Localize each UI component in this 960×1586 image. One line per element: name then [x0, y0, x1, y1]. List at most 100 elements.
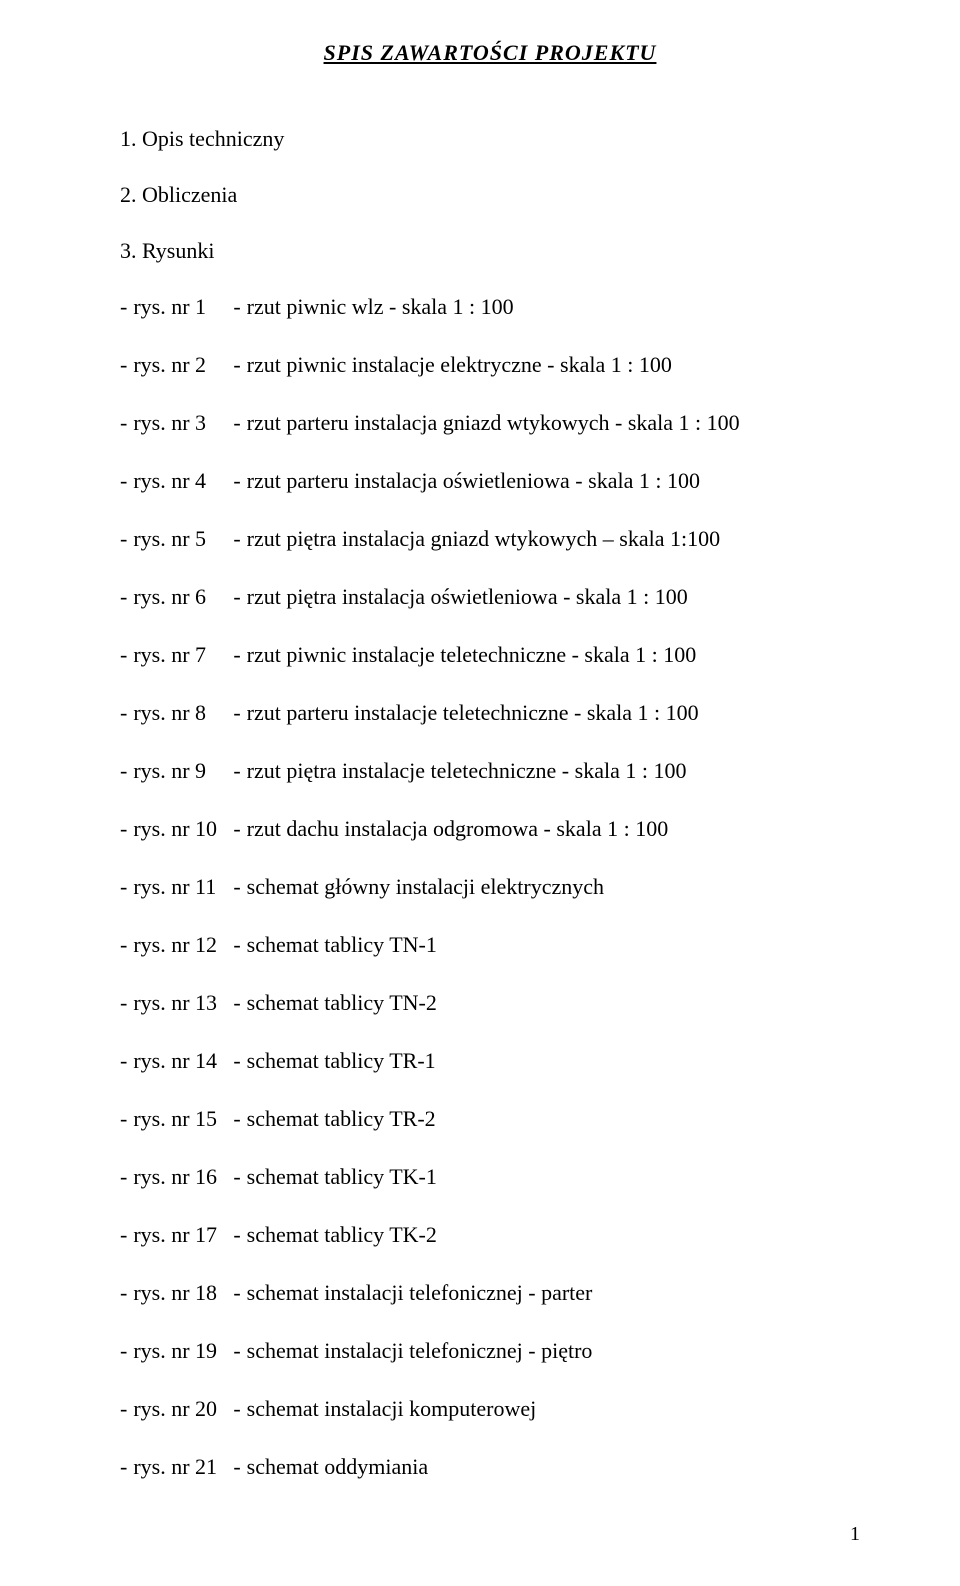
- list-desc: rzut piętra instalacja gniazd wtykowych …: [247, 526, 720, 552]
- list-desc: schemat instalacji telefonicznej - piętr…: [247, 1338, 593, 1364]
- dash-icon: -: [233, 1396, 240, 1422]
- dash-icon: -: [120, 352, 127, 378]
- list-key: rys. nr 3: [133, 410, 233, 436]
- dash-icon: -: [120, 1396, 127, 1422]
- dash-icon: -: [233, 294, 240, 320]
- document-title: SPIS ZAWARTOŚCI PROJEKTU: [120, 40, 860, 66]
- dash-icon: -: [233, 1454, 240, 1480]
- section-item: 2. Obliczenia: [120, 182, 860, 208]
- dash-icon: -: [120, 526, 127, 552]
- dash-icon: -: [233, 468, 240, 494]
- dash-icon: -: [120, 932, 127, 958]
- dash-icon: -: [233, 1164, 240, 1190]
- list-item: - rys. nr 13 - schemat tablicy TN-2: [120, 990, 860, 1016]
- list-item: - rys. nr 7 - rzut piwnic instalacje tel…: [120, 642, 860, 668]
- dash-icon: -: [233, 1222, 240, 1248]
- page-number: 1: [850, 1523, 860, 1546]
- list-desc: rzut parteru instalacja oświetleniowa - …: [247, 468, 700, 494]
- list-key: rys. nr 7: [133, 642, 233, 668]
- list-desc: schemat tablicy TN-2: [247, 990, 437, 1016]
- section-item: 3. Rysunki: [120, 238, 860, 264]
- dash-icon: -: [120, 1454, 127, 1480]
- list-key: rys. nr 20: [133, 1396, 233, 1422]
- dash-icon: -: [120, 990, 127, 1016]
- dash-icon: -: [120, 410, 127, 436]
- dash-icon: -: [120, 874, 127, 900]
- list-key: rys. nr 9: [133, 758, 233, 784]
- dash-icon: -: [233, 816, 240, 842]
- dash-icon: -: [233, 758, 240, 784]
- list-item: - rys. nr 4 - rzut parteru instalacja oś…: [120, 468, 860, 494]
- list-desc: schemat instalacji telefonicznej - parte…: [247, 1280, 593, 1306]
- dash-icon: -: [233, 1338, 240, 1364]
- dash-icon: -: [120, 758, 127, 784]
- list-item: - rys. nr 16 - schemat tablicy TK-1: [120, 1164, 860, 1190]
- dash-icon: -: [233, 700, 240, 726]
- list-key: rys. nr 18: [133, 1280, 233, 1306]
- dash-icon: -: [120, 1106, 127, 1132]
- list-desc: schemat oddymiania: [247, 1454, 428, 1480]
- dash-icon: -: [120, 1338, 127, 1364]
- list-item: - rys. nr 10 - rzut dachu instalacja odg…: [120, 816, 860, 842]
- dash-icon: -: [120, 700, 127, 726]
- drawings-list: - rys. nr 1 - rzut piwnic wlz - skala 1 …: [120, 294, 860, 1480]
- list-item: - rys. nr 14 - schemat tablicy TR-1: [120, 1048, 860, 1074]
- list-desc: rzut piętra instalacje teletechniczne - …: [247, 758, 687, 784]
- dash-icon: -: [120, 1222, 127, 1248]
- list-desc: schemat tablicy TK-1: [247, 1164, 437, 1190]
- list-desc: schemat tablicy TN-1: [247, 932, 437, 958]
- dash-icon: -: [120, 1048, 127, 1074]
- list-desc: rzut piwnic instalacje elektryczne - ska…: [247, 352, 672, 378]
- list-item: - rys. nr 1 - rzut piwnic wlz - skala 1 …: [120, 294, 860, 320]
- dash-icon: -: [233, 932, 240, 958]
- list-desc: rzut parteru instalacja gniazd wtykowych…: [247, 410, 740, 436]
- list-item: - rys. nr 21 - schemat oddymiania: [120, 1454, 860, 1480]
- list-key: rys. nr 1: [133, 294, 233, 320]
- dash-icon: -: [120, 642, 127, 668]
- list-item: - rys. nr 11 - schemat główny instalacji…: [120, 874, 860, 900]
- list-item: - rys. nr 15 - schemat tablicy TR-2: [120, 1106, 860, 1132]
- list-desc: schemat główny instalacji elektrycznych: [247, 874, 604, 900]
- dash-icon: -: [233, 642, 240, 668]
- list-item: - rys. nr 9 - rzut piętra instalacje tel…: [120, 758, 860, 784]
- list-desc: rzut parteru instalacje teletechniczne -…: [247, 700, 699, 726]
- list-key: rys. nr 16: [133, 1164, 233, 1190]
- list-key: rys. nr 21: [133, 1454, 233, 1480]
- list-desc: rzut piętra instalacja oświetleniowa - s…: [247, 584, 688, 610]
- dash-icon: -: [120, 1280, 127, 1306]
- dash-icon: -: [233, 990, 240, 1016]
- list-item: - rys. nr 20 - schemat instalacji komput…: [120, 1396, 860, 1422]
- dash-icon: -: [233, 526, 240, 552]
- list-key: rys. nr 11: [133, 874, 233, 900]
- list-item: - rys. nr 8 - rzut parteru instalacje te…: [120, 700, 860, 726]
- dash-icon: -: [233, 1048, 240, 1074]
- list-item: - rys. nr 5 - rzut piętra instalacja gni…: [120, 526, 860, 552]
- dash-icon: -: [120, 294, 127, 320]
- list-key: rys. nr 12: [133, 932, 233, 958]
- list-key: rys. nr 10: [133, 816, 233, 842]
- list-item: - rys. nr 12 - schemat tablicy TN-1: [120, 932, 860, 958]
- list-item: - rys. nr 6 - rzut piętra instalacja ośw…: [120, 584, 860, 610]
- list-key: rys. nr 13: [133, 990, 233, 1016]
- dash-icon: -: [233, 1106, 240, 1132]
- list-desc: schemat tablicy TR-2: [247, 1106, 436, 1132]
- list-desc: schemat tablicy TK-2: [247, 1222, 437, 1248]
- dash-icon: -: [120, 584, 127, 610]
- list-desc: schemat instalacji komputerowej: [247, 1396, 537, 1422]
- list-key: rys. nr 14: [133, 1048, 233, 1074]
- list-item: - rys. nr 17 - schemat tablicy TK-2: [120, 1222, 860, 1248]
- list-key: rys. nr 15: [133, 1106, 233, 1132]
- list-desc: rzut dachu instalacja odgromowa - skala …: [247, 816, 669, 842]
- list-key: rys. nr 8: [133, 700, 233, 726]
- list-item: - rys. nr 19 - schemat instalacji telefo…: [120, 1338, 860, 1364]
- list-item: - rys. nr 18 - schemat instalacji telefo…: [120, 1280, 860, 1306]
- list-desc: rzut piwnic instalacje teletechniczne - …: [247, 642, 697, 668]
- list-key: rys. nr 19: [133, 1338, 233, 1364]
- dash-icon: -: [120, 1164, 127, 1190]
- dash-icon: -: [233, 1280, 240, 1306]
- list-item: - rys. nr 2 - rzut piwnic instalacje ele…: [120, 352, 860, 378]
- sections-container: 1. Opis techniczny 2. Obliczenia 3. Rysu…: [120, 126, 860, 264]
- dash-icon: -: [233, 352, 240, 378]
- list-item: - rys. nr 3 - rzut parteru instalacja gn…: [120, 410, 860, 436]
- dash-icon: -: [233, 584, 240, 610]
